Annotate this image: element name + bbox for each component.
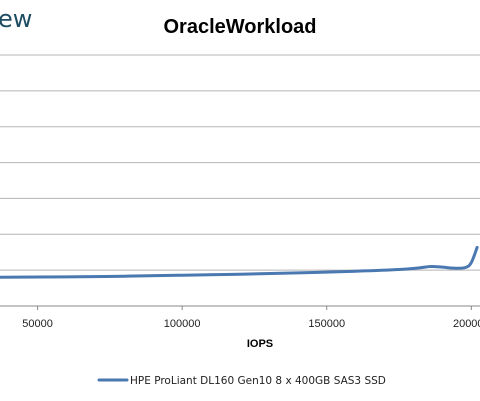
x-tick-label: 100000 [164,318,201,330]
legend-entry-label: HPE ProLiant DL160 Gen10 8 x 400GB SAS3 … [130,375,386,387]
x-tick-label: 150000 [308,318,345,330]
x-ticks: 50000 100000 150000 200000 [22,306,480,330]
gridlines [0,54,480,271]
brand-logo-text: ew [0,5,32,33]
chart-title: OracleWorkload [163,16,316,38]
series-line [0,245,479,279]
x-axis-label: IOPS [247,338,273,350]
legend: HPE ProLiant DL160 Gen10 8 x 400GB SAS3 … [97,375,386,387]
x-tick-label: 50000 [22,318,53,330]
x-tick-label: 200000 [453,318,480,330]
series-group [0,245,479,279]
